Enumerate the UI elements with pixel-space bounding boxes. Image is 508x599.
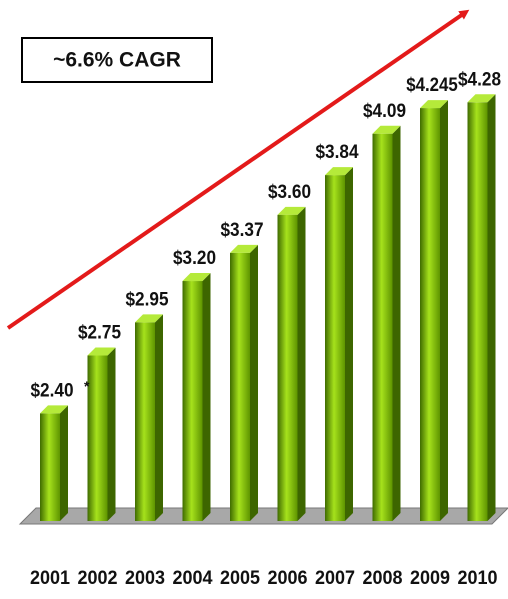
bar-side: [440, 100, 448, 521]
trend-arrow: [6, 9, 470, 330]
bar: [182, 281, 203, 521]
value-label: $4.28: [458, 69, 501, 90]
value-label: $2.40: [31, 380, 74, 401]
bar: [420, 108, 440, 521]
bar-top: [135, 314, 163, 323]
bar-side: [297, 206, 306, 521]
bar-side: [345, 167, 353, 521]
bar: [325, 175, 345, 521]
value-label: $3.37: [221, 220, 264, 241]
bar-side: [202, 273, 211, 521]
bar-top: [467, 94, 496, 103]
x-tick-label: 2006: [268, 568, 308, 589]
value-label: $3.20: [173, 248, 216, 269]
bar-top: [420, 100, 448, 109]
x-tick-label: 2001: [30, 568, 70, 589]
bar: [372, 133, 393, 522]
annotation: ~6.6% CAGR: [53, 49, 181, 72]
bar-top: [325, 167, 353, 176]
bar-top: [40, 405, 68, 414]
bar-top: [182, 273, 211, 282]
x-tick-label: 2004: [173, 568, 213, 589]
x-tick-label: 2002: [78, 568, 118, 589]
bar: [87, 355, 108, 521]
bar-top: [87, 347, 116, 356]
x-tick-label: 2005: [220, 568, 260, 589]
bar-side: [107, 347, 116, 521]
footnote-mark: *: [84, 378, 90, 394]
value-label: $4.09: [363, 101, 406, 122]
x-tick-label: 2009: [410, 568, 450, 589]
x-tick-label: 2007: [315, 568, 355, 589]
value-label: $2.95: [126, 289, 169, 310]
bar-side: [155, 314, 163, 521]
x-tick-label: 2003: [125, 568, 165, 589]
bar-side: [487, 94, 496, 521]
value-label: $4.245: [406, 75, 458, 96]
bar: [277, 214, 298, 521]
bar-top: [372, 125, 401, 134]
bar: [135, 322, 155, 521]
x-tick-label: 2008: [363, 568, 403, 589]
x-tick-label: 2010: [458, 568, 498, 589]
bar-side: [60, 405, 68, 521]
bar-top: [277, 206, 306, 215]
bar: [40, 413, 60, 521]
bar: [230, 252, 250, 521]
annotation-box: [21, 37, 213, 83]
value-label: $3.84: [316, 142, 359, 163]
bar-top: [230, 244, 258, 253]
bar-side: [392, 125, 401, 522]
value-label: $3.60: [268, 182, 311, 203]
value-label: $2.75: [78, 323, 121, 344]
bar-side: [250, 244, 258, 521]
bar: [467, 102, 488, 521]
